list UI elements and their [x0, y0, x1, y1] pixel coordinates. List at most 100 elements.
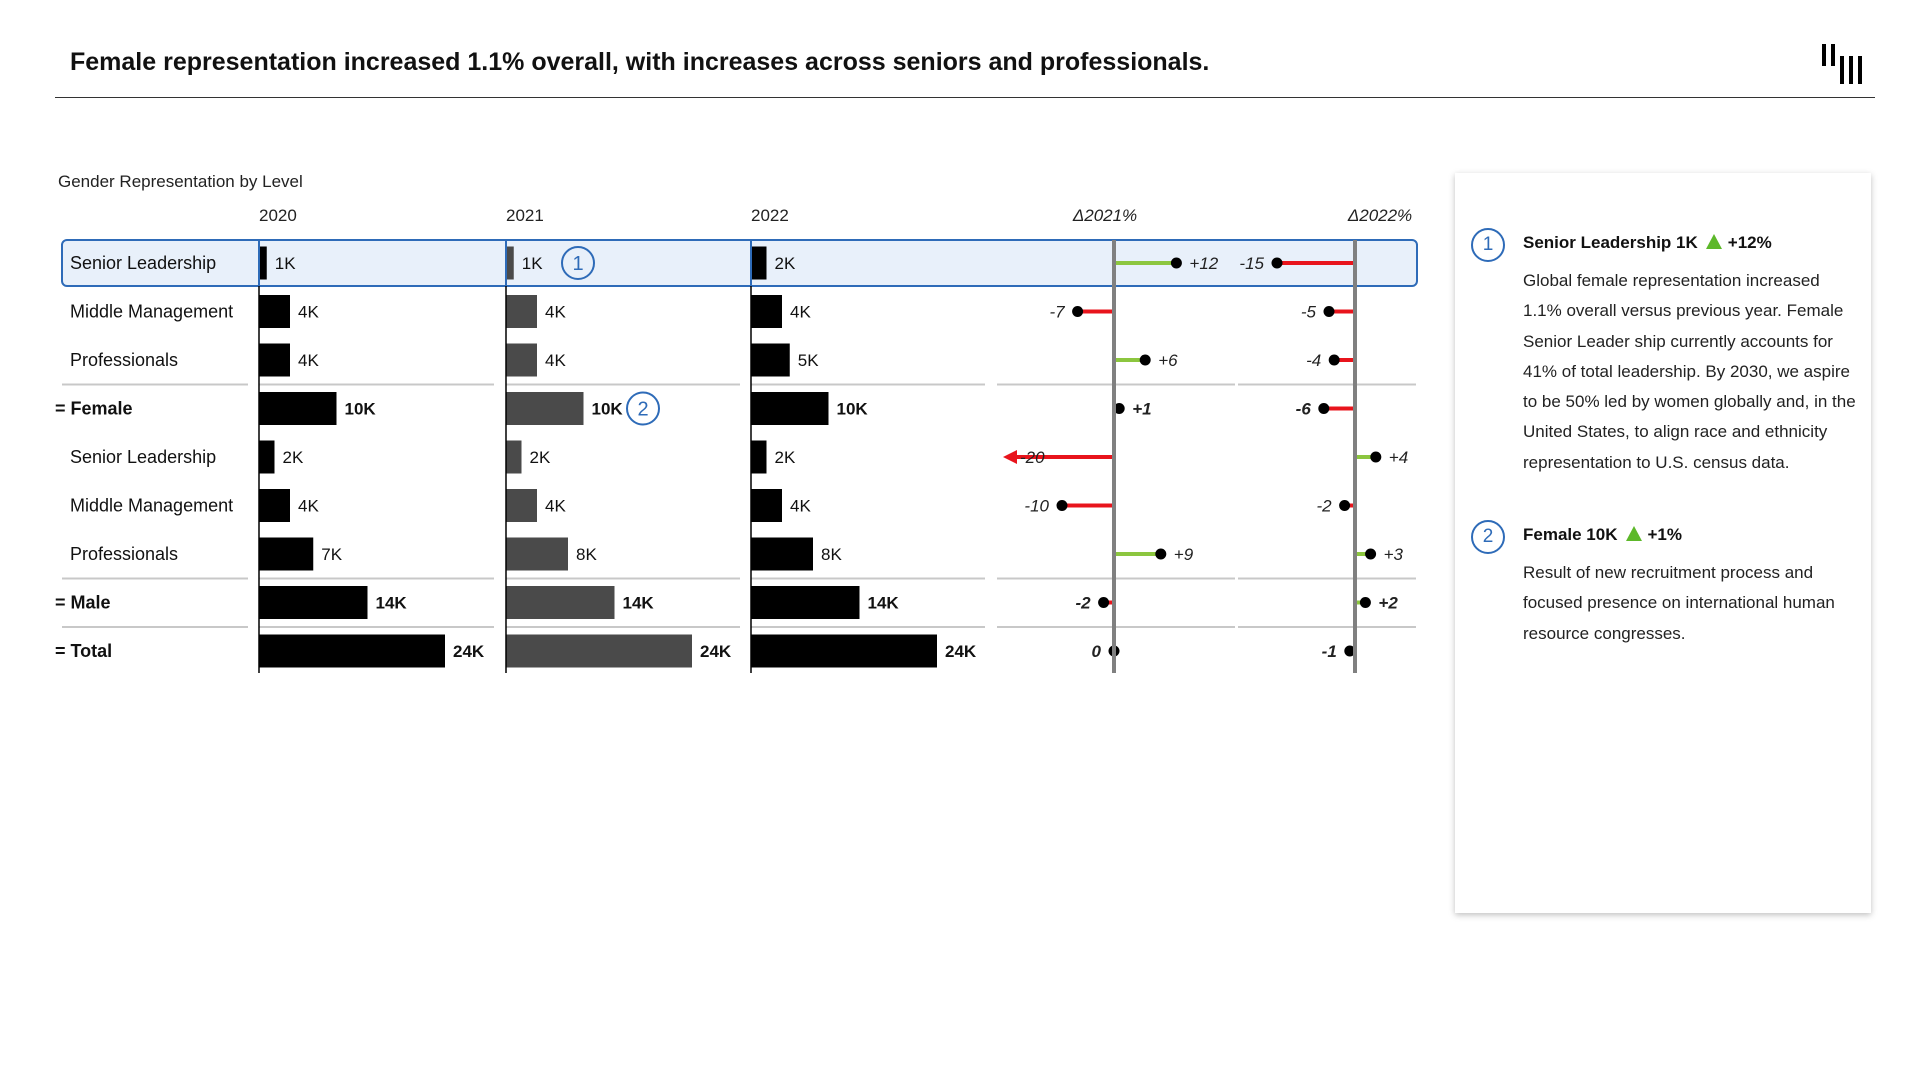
triangle-up-icon — [1705, 234, 1722, 249]
column-header: 2022 — [751, 206, 789, 225]
delta-label: +1 — [1132, 400, 1151, 419]
bar — [259, 343, 290, 377]
bar — [751, 537, 813, 571]
bar — [506, 586, 615, 619]
bar — [259, 392, 337, 425]
note-change: +1% — [1647, 525, 1683, 544]
row-label: = Male — [55, 593, 111, 613]
bar — [751, 489, 782, 522]
note-heading: Senior Leadership 1K +12% — [1523, 233, 1772, 253]
delta-column-header: Δ2022% — [1347, 206, 1412, 225]
delta-column-header: Δ2021% — [1072, 206, 1137, 225]
delta-dot — [1155, 548, 1167, 560]
bar — [751, 246, 767, 280]
bar — [506, 634, 692, 668]
delta-dot — [1072, 306, 1084, 317]
delta-dot — [1098, 597, 1110, 608]
row-label: Senior Leadership — [70, 253, 216, 273]
bar-value-label: 1K — [522, 254, 543, 273]
bar — [506, 343, 537, 377]
delta-label: +2 — [1378, 594, 1398, 613]
bar — [506, 440, 522, 474]
delta-dot — [1365, 548, 1377, 560]
bar-value-label: 4K — [545, 303, 566, 322]
bar-value-label: 10K — [345, 400, 377, 419]
note-body: Global female representation increased 1… — [1523, 271, 1856, 472]
bar — [506, 246, 514, 280]
bar — [506, 392, 584, 425]
delta-dot — [1370, 451, 1382, 463]
truncation-arrow-icon — [1003, 450, 1017, 464]
bar — [506, 489, 537, 522]
bar-value-label: 4K — [298, 351, 319, 370]
column-header: 2021 — [506, 206, 544, 225]
row-label: Professionals — [70, 350, 178, 370]
note-heading-text: Female 10K — [1523, 525, 1618, 544]
bar — [259, 246, 267, 280]
note-heading: Female 10K +1% — [1523, 525, 1682, 545]
highlight-row — [61, 239, 1418, 287]
row-label: Middle Management — [70, 496, 233, 516]
column-header: 2020 — [259, 206, 297, 225]
bar-value-label: 2K — [283, 448, 304, 467]
bar-value-label: 4K — [545, 497, 566, 516]
delta-label: +3 — [1384, 545, 1404, 564]
delta-dot — [1271, 257, 1283, 269]
delta-dot — [1344, 645, 1356, 657]
bar-value-label: 24K — [453, 642, 485, 661]
bar — [259, 440, 275, 474]
bar — [506, 295, 537, 328]
note-body: Result of new recruitment process and fo… — [1523, 563, 1835, 643]
bar — [506, 537, 568, 571]
page-title: Female representation increased 1.1% ove… — [70, 48, 1210, 76]
note-change: +12% — [1727, 233, 1772, 252]
delta-label: -15 — [1239, 254, 1264, 273]
delta-dot — [1323, 306, 1335, 317]
delta-label: +12 — [1189, 254, 1218, 273]
marker-number: 1 — [572, 253, 583, 275]
bar-value-label: 14K — [623, 594, 655, 613]
bar-value-label: 4K — [545, 351, 566, 370]
title-divider — [55, 97, 1875, 98]
delta-dot — [1056, 500, 1068, 511]
bar-value-label: 24K — [945, 642, 977, 661]
delta-label: -7 — [1049, 303, 1065, 322]
bar-value-label: 8K — [821, 545, 842, 564]
delta-dot — [1139, 354, 1151, 366]
delta-label: +9 — [1174, 545, 1194, 564]
delta-label: +6 — [1158, 351, 1178, 370]
bar-value-label: 5K — [798, 351, 819, 370]
bar — [751, 586, 860, 619]
chart-title: Gender Representation by Level — [58, 172, 303, 191]
row-label: = Total — [55, 641, 112, 661]
row-label: Professionals — [70, 544, 178, 564]
row-label: = Female — [55, 399, 133, 419]
bar — [259, 537, 314, 571]
bar-value-label: 7K — [321, 545, 342, 564]
delta-label: -5 — [1301, 303, 1317, 322]
marker-badge — [626, 391, 660, 426]
note-number-badge: 1 — [1471, 228, 1505, 262]
bar — [751, 295, 782, 328]
delta-label: -10 — [1024, 497, 1049, 516]
delta-dot — [1359, 597, 1371, 608]
bar-value-label: 2K — [775, 254, 796, 273]
bar-value-label: 14K — [868, 594, 900, 613]
bar-value-label: 4K — [790, 497, 811, 516]
bar — [259, 634, 445, 668]
marker-badge — [561, 246, 595, 280]
bar — [259, 295, 290, 328]
bar-value-label: 4K — [790, 303, 811, 322]
marker-number: 2 — [637, 399, 648, 421]
bar-value-label: 4K — [298, 497, 319, 516]
delta-label: 0 — [1092, 642, 1102, 661]
bar-value-label: 1K — [275, 254, 296, 273]
bar — [259, 586, 368, 619]
bar-value-label: 2K — [530, 448, 551, 467]
bar-value-label: 10K — [837, 400, 869, 419]
notes-panel: 1 Senior Leadership 1K +12% Global female… — [1455, 173, 1871, 913]
delta-label: +4 — [1389, 448, 1408, 467]
bar-value-label: 24K — [700, 642, 732, 661]
delta-dot — [1328, 354, 1340, 366]
